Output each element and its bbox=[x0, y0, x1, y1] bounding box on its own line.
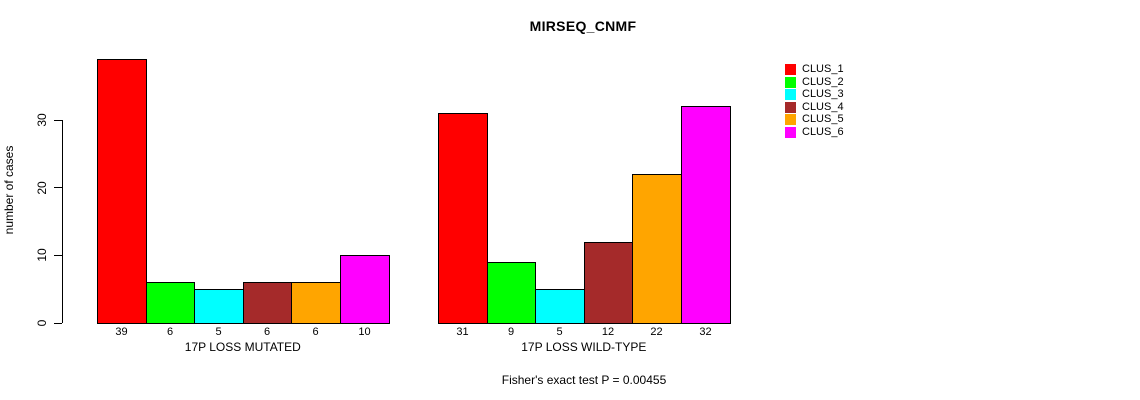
bar bbox=[487, 262, 536, 324]
y-tick bbox=[54, 187, 62, 189]
bar-value-label: 31 bbox=[456, 326, 469, 338]
legend-item: CLUS_5 bbox=[785, 113, 865, 125]
legend-item: CLUS_1 bbox=[785, 63, 865, 75]
bar bbox=[194, 289, 244, 324]
legend-swatch bbox=[785, 64, 796, 75]
bar-value-label: 6 bbox=[312, 326, 319, 338]
bar bbox=[681, 106, 731, 324]
legend-label: CLUS_4 bbox=[802, 100, 844, 113]
chart-title: MIRSEQ_CNMF bbox=[529, 18, 637, 34]
x-group-label: 17P LOSS MUTATED bbox=[184, 340, 301, 354]
bar-value-label: 12 bbox=[601, 326, 615, 338]
bar bbox=[243, 282, 292, 324]
bar-value-label: 10 bbox=[358, 326, 371, 338]
y-tick-label: 10 bbox=[35, 248, 49, 263]
legend-item: CLUS_6 bbox=[785, 126, 865, 138]
legend-swatch bbox=[785, 101, 796, 113]
legend-label: CLUS_2 bbox=[802, 75, 844, 88]
bar bbox=[97, 59, 147, 324]
y-tick-label: 0 bbox=[35, 319, 49, 327]
bar bbox=[438, 113, 488, 324]
bar-value-label: 5 bbox=[556, 326, 563, 338]
y-axis-line bbox=[62, 120, 63, 323]
y-axis-label: number of cases bbox=[2, 145, 16, 235]
legend-swatch bbox=[785, 114, 796, 125]
legend-item: CLUS_4 bbox=[785, 101, 865, 113]
legend-swatch bbox=[785, 126, 796, 138]
legend-label: CLUS_1 bbox=[802, 63, 844, 75]
x-group-label: 17P LOSS WILD-TYPE bbox=[521, 340, 647, 354]
bar-value-label: 5 bbox=[215, 326, 222, 338]
bar bbox=[584, 242, 633, 324]
y-tick bbox=[54, 254, 62, 256]
bar-value-label: 39 bbox=[115, 326, 128, 338]
y-tick-label: 30 bbox=[35, 113, 49, 127]
bar bbox=[340, 255, 390, 324]
bar-value-label: 32 bbox=[699, 326, 712, 338]
bar-value-label: 22 bbox=[650, 326, 663, 338]
bar bbox=[632, 174, 682, 324]
legend-label: CLUS_6 bbox=[802, 125, 844, 138]
y-tick-label: 20 bbox=[35, 180, 49, 195]
y-tick bbox=[54, 119, 62, 121]
bar bbox=[291, 282, 341, 324]
bar-value-label: 9 bbox=[507, 326, 515, 338]
legend-label: CLUS_3 bbox=[802, 88, 844, 100]
bar bbox=[146, 282, 195, 324]
legend-item: CLUS_2 bbox=[785, 76, 865, 88]
bar bbox=[535, 289, 585, 324]
bar-value-label: 6 bbox=[166, 326, 174, 338]
y-tick bbox=[54, 322, 62, 324]
legend-swatch bbox=[785, 89, 796, 100]
legend-label: CLUS_5 bbox=[802, 113, 844, 125]
bar-value-label: 6 bbox=[263, 326, 271, 338]
legend-swatch bbox=[785, 76, 796, 88]
legend-item: CLUS_3 bbox=[785, 88, 865, 100]
fisher-test-note: Fisher's exact test P = 0.00455 bbox=[501, 373, 667, 387]
